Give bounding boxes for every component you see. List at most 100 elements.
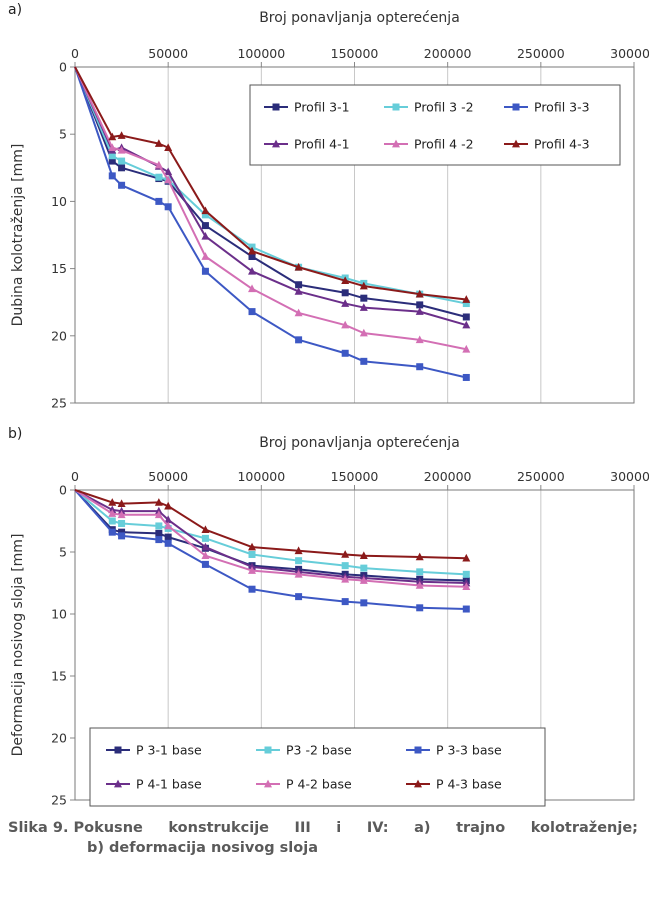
caption-line-2: b) deformacija nosivog sloja bbox=[87, 840, 318, 856]
x-tick-label: 250000 bbox=[517, 469, 565, 484]
data-point bbox=[164, 501, 173, 510]
legend-label: Profil 3 -2 bbox=[414, 100, 474, 115]
data-point bbox=[108, 528, 116, 536]
data-point bbox=[201, 206, 210, 215]
data-point bbox=[108, 498, 117, 506]
panel-label: b) bbox=[8, 426, 22, 442]
data-point bbox=[108, 132, 117, 141]
x-tick-label: 50000 bbox=[148, 46, 188, 61]
legend-item: P 4-2 base bbox=[256, 777, 352, 792]
data-point bbox=[201, 542, 210, 551]
legend-swatch-marker bbox=[414, 746, 422, 754]
legend-box bbox=[249, 84, 621, 166]
caption-word: Slika 9. Pokusne bbox=[8, 820, 143, 836]
y-tick-label: 5 bbox=[59, 127, 67, 142]
data-point bbox=[155, 522, 163, 530]
legend-label: P 3-3 base bbox=[436, 743, 502, 758]
data-point bbox=[108, 143, 117, 151]
series-2 bbox=[74, 489, 470, 613]
y-tick-label: 10 bbox=[51, 194, 67, 209]
legend-swatch-marker bbox=[264, 746, 272, 754]
y-tick-label: 10 bbox=[51, 607, 67, 622]
legend-box bbox=[89, 727, 546, 807]
legend-label: Profil 3-3 bbox=[534, 100, 590, 115]
legend-label: P3 -2 base bbox=[286, 743, 352, 758]
charts-canvas: a) Broj ponavljanja opterećenja Dubina kol… bbox=[8, 2, 649, 808]
y-tick-label: 15 bbox=[51, 669, 67, 684]
data-point bbox=[416, 301, 424, 309]
data-point bbox=[154, 139, 163, 147]
data-point bbox=[341, 320, 350, 329]
data-point bbox=[416, 363, 424, 371]
data-point bbox=[118, 164, 126, 172]
x-tick-label: 50000 bbox=[148, 469, 188, 484]
legend-item: P 4-3 base bbox=[406, 777, 502, 792]
data-point bbox=[118, 181, 126, 189]
x-axis-title: Broj ponavljanja opterećenja bbox=[259, 435, 460, 451]
x-tick-label: 200000 bbox=[424, 469, 472, 484]
data-point bbox=[360, 564, 368, 572]
legend-item: Profil 3-3 bbox=[504, 100, 590, 115]
legend-swatch-marker bbox=[272, 139, 280, 148]
data-point bbox=[248, 585, 256, 593]
data-point bbox=[416, 604, 424, 612]
x-tick-label: 150000 bbox=[331, 46, 379, 61]
legend-label: P 4-3 base bbox=[436, 777, 502, 792]
data-point bbox=[295, 593, 303, 601]
x-tick-label: 200000 bbox=[424, 46, 472, 61]
data-point bbox=[360, 599, 368, 607]
y-axis-title: Deformacija nosivog sloja [mm] bbox=[10, 534, 26, 757]
caption-word: III bbox=[294, 820, 311, 836]
legend-item: P 3-1 base bbox=[106, 743, 202, 758]
data-point bbox=[201, 211, 209, 219]
data-point bbox=[118, 532, 126, 540]
caption-word: a) bbox=[414, 820, 431, 836]
legend-item: Profil 3-1 bbox=[264, 100, 350, 115]
x-tick-label: 0 bbox=[71, 46, 79, 61]
x-tick-label: 250000 bbox=[517, 46, 565, 61]
data-point bbox=[415, 289, 424, 298]
data-point bbox=[360, 294, 368, 302]
data-point bbox=[341, 550, 350, 558]
caption-word: IV: bbox=[366, 820, 389, 836]
x-tick-label: 100000 bbox=[237, 469, 285, 484]
data-point bbox=[294, 546, 303, 555]
legend-swatch-marker bbox=[392, 139, 400, 148]
legend: P 3-1 base P3 -2 base P 3-3 base P 4-1 base… bbox=[89, 727, 546, 807]
data-point bbox=[462, 582, 471, 591]
caption-word: trajno bbox=[456, 820, 506, 836]
legend-swatch-marker bbox=[114, 779, 122, 788]
data-point bbox=[462, 605, 470, 613]
legend-label: Profil 4 -2 bbox=[414, 137, 474, 152]
data-point bbox=[248, 550, 256, 558]
data-point bbox=[117, 499, 126, 507]
y-tick-label: 0 bbox=[59, 483, 67, 498]
data-point bbox=[155, 197, 163, 205]
legend-item: P 4-1 base bbox=[106, 777, 202, 792]
data-point bbox=[294, 308, 303, 317]
data-point bbox=[108, 517, 116, 525]
panel-label: a) bbox=[8, 2, 22, 18]
data-point bbox=[108, 157, 116, 165]
data-point bbox=[155, 173, 163, 181]
legend-label: P 3-1 base bbox=[136, 743, 202, 758]
legend-swatch-marker bbox=[264, 779, 272, 788]
data-point bbox=[294, 262, 303, 271]
data-point bbox=[108, 152, 116, 160]
legend-label: Profil 3-1 bbox=[294, 100, 350, 115]
series-5 bbox=[74, 66, 471, 303]
data-point bbox=[154, 510, 163, 519]
data-point bbox=[164, 143, 173, 151]
legend-label: Profil 4-3 bbox=[534, 137, 590, 152]
x-tick-label: 150000 bbox=[331, 469, 379, 484]
data-point bbox=[164, 521, 173, 530]
series-4 bbox=[74, 66, 471, 353]
x-axis-title: Broj ponavljanja opterećenja bbox=[259, 10, 460, 26]
data-point bbox=[248, 246, 257, 255]
legend-swatch-marker bbox=[114, 746, 122, 754]
data-point bbox=[118, 528, 126, 536]
data-point bbox=[201, 560, 209, 568]
data-point bbox=[341, 574, 350, 583]
data-point bbox=[117, 510, 126, 519]
y-tick-label: 25 bbox=[51, 793, 67, 808]
